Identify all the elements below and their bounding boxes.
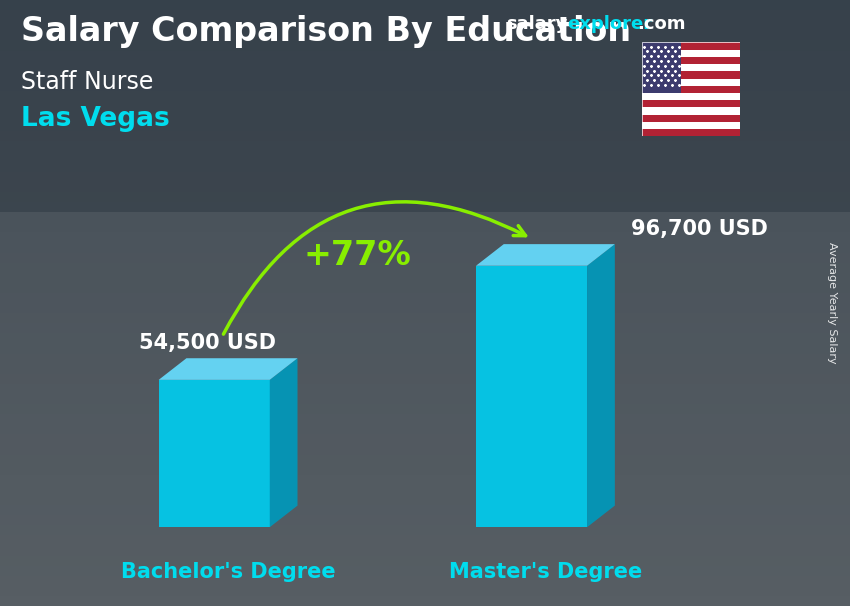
- Bar: [0, 474, 850, 485]
- Bar: [0, 101, 850, 111]
- Bar: [0, 495, 850, 505]
- Bar: [642, 42, 681, 93]
- Bar: [0, 313, 850, 323]
- Bar: [0, 394, 850, 404]
- Bar: [0, 303, 850, 313]
- Bar: [642, 129, 740, 136]
- Bar: [0, 41, 850, 50]
- Bar: [0, 293, 850, 303]
- Bar: [0, 262, 850, 273]
- Polygon shape: [476, 244, 615, 266]
- Text: Salary Comparison By Education: Salary Comparison By Education: [21, 15, 632, 48]
- Text: Bachelor's Degree: Bachelor's Degree: [121, 562, 336, 582]
- Text: explorer: explorer: [567, 15, 652, 33]
- Bar: [0, 414, 850, 424]
- Text: Staff Nurse: Staff Nurse: [21, 70, 154, 94]
- Bar: [0, 586, 850, 596]
- Text: Master's Degree: Master's Degree: [449, 562, 642, 582]
- Bar: [0, 30, 850, 41]
- Bar: [642, 122, 740, 129]
- Bar: [0, 424, 850, 435]
- Bar: [642, 42, 740, 50]
- Bar: [0, 565, 850, 576]
- Bar: [0, 242, 850, 253]
- Bar: [0, 132, 850, 141]
- Bar: [642, 115, 740, 122]
- Bar: [0, 465, 850, 474]
- Bar: [0, 81, 850, 91]
- Bar: [0, 435, 850, 444]
- Bar: [0, 121, 850, 132]
- Text: .com: .com: [637, 15, 685, 33]
- Text: Average Yearly Salary: Average Yearly Salary: [827, 242, 837, 364]
- Bar: [0, 10, 850, 20]
- Polygon shape: [269, 358, 297, 527]
- Bar: [0, 525, 850, 535]
- Bar: [0, 202, 850, 212]
- Bar: [0, 323, 850, 333]
- Text: salary: salary: [506, 15, 567, 33]
- Bar: [0, 61, 850, 71]
- Bar: [0, 333, 850, 344]
- Bar: [0, 353, 850, 364]
- Bar: [0, 71, 850, 81]
- Bar: [0, 111, 850, 121]
- Bar: [0, 171, 850, 182]
- Bar: [0, 0, 850, 10]
- Bar: [0, 545, 850, 556]
- Bar: [642, 100, 740, 107]
- Bar: [0, 444, 850, 454]
- Bar: [0, 556, 850, 565]
- Bar: [0, 162, 850, 171]
- Bar: [0, 535, 850, 545]
- Bar: [0, 222, 850, 232]
- Polygon shape: [159, 358, 298, 380]
- Bar: [0, 364, 850, 374]
- Bar: [0, 374, 850, 384]
- Bar: [0, 485, 850, 495]
- Bar: [0, 20, 850, 30]
- Bar: [642, 93, 740, 100]
- Bar: [0, 91, 850, 101]
- Bar: [642, 50, 740, 57]
- Bar: [642, 79, 740, 86]
- Bar: [0, 192, 850, 202]
- Polygon shape: [476, 266, 587, 527]
- Bar: [0, 0, 850, 212]
- Polygon shape: [587, 244, 615, 527]
- Bar: [642, 107, 740, 115]
- Polygon shape: [159, 380, 269, 527]
- Bar: [0, 152, 850, 162]
- Bar: [642, 86, 740, 93]
- Bar: [0, 596, 850, 606]
- Bar: [0, 505, 850, 515]
- Bar: [0, 384, 850, 394]
- Bar: [0, 344, 850, 353]
- Bar: [642, 72, 740, 79]
- Bar: [642, 64, 740, 72]
- Bar: [0, 212, 850, 606]
- Bar: [0, 50, 850, 61]
- Text: +77%: +77%: [303, 239, 411, 272]
- Bar: [0, 515, 850, 525]
- Text: 96,700 USD: 96,700 USD: [631, 219, 768, 239]
- Bar: [0, 404, 850, 414]
- Bar: [0, 273, 850, 283]
- Bar: [0, 454, 850, 465]
- Bar: [0, 141, 850, 152]
- Bar: [0, 576, 850, 586]
- Bar: [0, 182, 850, 192]
- Text: Las Vegas: Las Vegas: [21, 106, 170, 132]
- Bar: [642, 57, 740, 64]
- Bar: [0, 212, 850, 222]
- Bar: [0, 253, 850, 262]
- Bar: [0, 232, 850, 242]
- Bar: [0, 283, 850, 293]
- Text: 54,500 USD: 54,500 USD: [139, 333, 276, 353]
